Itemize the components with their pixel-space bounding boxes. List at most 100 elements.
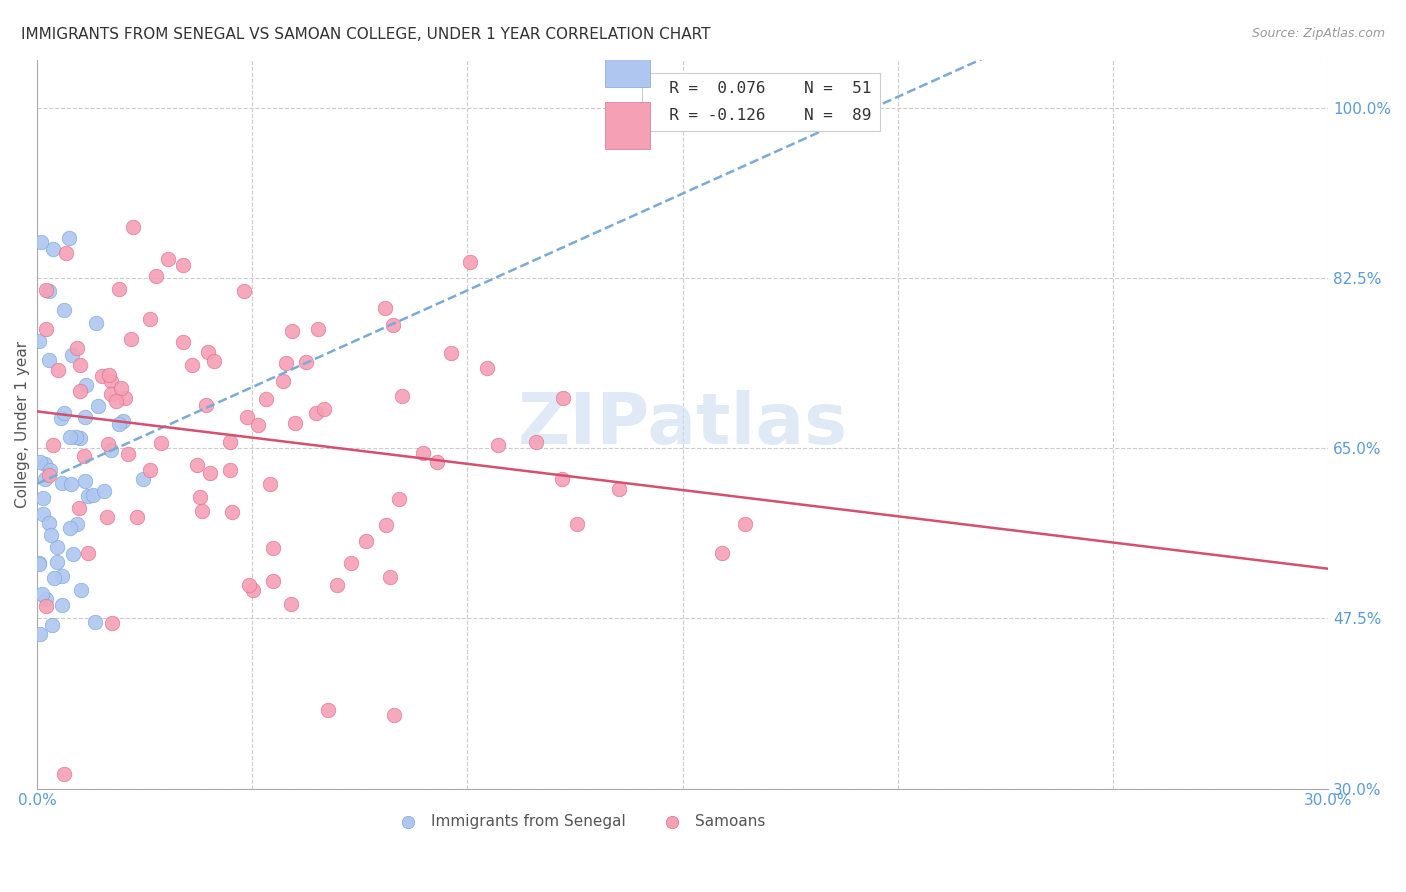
Point bbox=[82, 488, 104, 502]
Point bbox=[39, 463, 62, 477]
Point bbox=[34, 472, 56, 486]
Point bbox=[284, 416, 307, 430]
Bar bbox=[605, 102, 650, 149]
Point bbox=[52, 303, 75, 318]
Point bbox=[111, 413, 134, 427]
Point bbox=[66, 341, 89, 355]
Point bbox=[326, 577, 349, 591]
Point bbox=[242, 583, 264, 598]
Point bbox=[51, 475, 73, 490]
Point bbox=[83, 615, 105, 629]
Point bbox=[197, 344, 219, 359]
Point bbox=[382, 708, 405, 723]
Point bbox=[314, 401, 336, 416]
Point bbox=[710, 545, 733, 559]
Point bbox=[247, 417, 270, 432]
Point bbox=[609, 482, 631, 496]
Point bbox=[31, 587, 53, 601]
Point bbox=[105, 394, 128, 409]
Point bbox=[295, 355, 318, 369]
Point bbox=[100, 375, 122, 389]
Point bbox=[138, 312, 160, 326]
Point bbox=[51, 598, 73, 612]
Point bbox=[76, 489, 98, 503]
Point bbox=[114, 391, 136, 405]
Point bbox=[412, 446, 434, 460]
Point bbox=[70, 582, 93, 597]
Point bbox=[49, 411, 72, 425]
Point bbox=[262, 574, 284, 589]
Point bbox=[30, 627, 52, 641]
Point bbox=[181, 358, 204, 372]
Point bbox=[524, 434, 547, 449]
Point bbox=[356, 534, 378, 549]
Point bbox=[69, 384, 91, 398]
Point bbox=[62, 547, 84, 561]
Point bbox=[391, 389, 413, 403]
Point bbox=[304, 406, 326, 420]
Point bbox=[86, 400, 108, 414]
Point bbox=[188, 491, 211, 505]
Point bbox=[121, 219, 143, 234]
Point bbox=[28, 558, 51, 572]
Point bbox=[318, 703, 340, 717]
Point bbox=[32, 491, 55, 505]
Point bbox=[107, 282, 129, 296]
Point bbox=[232, 284, 254, 298]
Point bbox=[42, 571, 65, 585]
Point bbox=[339, 556, 361, 570]
Point bbox=[93, 484, 115, 499]
Point bbox=[236, 409, 259, 424]
Point bbox=[96, 510, 118, 524]
Point bbox=[551, 391, 574, 405]
Point bbox=[172, 335, 194, 350]
Point bbox=[73, 474, 96, 488]
Point bbox=[69, 358, 91, 372]
Point bbox=[97, 437, 120, 451]
Point bbox=[440, 346, 463, 360]
Point bbox=[69, 431, 91, 445]
Point bbox=[35, 322, 58, 336]
Point bbox=[271, 374, 294, 388]
Point bbox=[46, 362, 69, 376]
Point bbox=[90, 368, 112, 383]
Point bbox=[65, 429, 87, 443]
Point bbox=[39, 528, 62, 542]
Point bbox=[52, 767, 75, 781]
Point bbox=[121, 332, 143, 346]
Point bbox=[72, 449, 94, 463]
Text: Source: ZipAtlas.com: Source: ZipAtlas.com bbox=[1251, 27, 1385, 40]
Point bbox=[281, 324, 304, 338]
Point bbox=[374, 301, 396, 316]
Point bbox=[150, 436, 173, 450]
Point bbox=[145, 268, 167, 283]
Point bbox=[117, 447, 139, 461]
Point bbox=[59, 430, 82, 444]
Y-axis label: College, Under 1 year: College, Under 1 year bbox=[15, 341, 30, 508]
Point bbox=[486, 437, 509, 451]
Point bbox=[108, 417, 131, 431]
Point bbox=[38, 516, 60, 530]
Point bbox=[30, 455, 52, 469]
Point bbox=[60, 348, 83, 362]
Point bbox=[55, 246, 77, 260]
Point bbox=[38, 353, 60, 368]
Text: IMMIGRANTS FROM SENEGAL VS SAMOAN COLLEGE, UNDER 1 YEAR CORRELATION CHART: IMMIGRANTS FROM SENEGAL VS SAMOAN COLLEG… bbox=[21, 27, 710, 42]
Point bbox=[274, 356, 297, 370]
Point bbox=[125, 509, 148, 524]
Point bbox=[110, 381, 132, 395]
Point bbox=[38, 284, 60, 298]
Legend: Immigrants from Senegal, Samoans: Immigrants from Senegal, Samoans bbox=[387, 808, 772, 836]
Point bbox=[38, 468, 60, 483]
Point bbox=[172, 259, 194, 273]
Point bbox=[198, 466, 221, 480]
Point bbox=[32, 507, 55, 521]
Point bbox=[221, 505, 243, 519]
Point bbox=[42, 437, 65, 451]
Point bbox=[380, 569, 402, 583]
Point bbox=[67, 500, 90, 515]
Point bbox=[195, 398, 218, 412]
Point bbox=[53, 405, 76, 419]
Point bbox=[30, 235, 52, 249]
Point bbox=[218, 434, 240, 449]
